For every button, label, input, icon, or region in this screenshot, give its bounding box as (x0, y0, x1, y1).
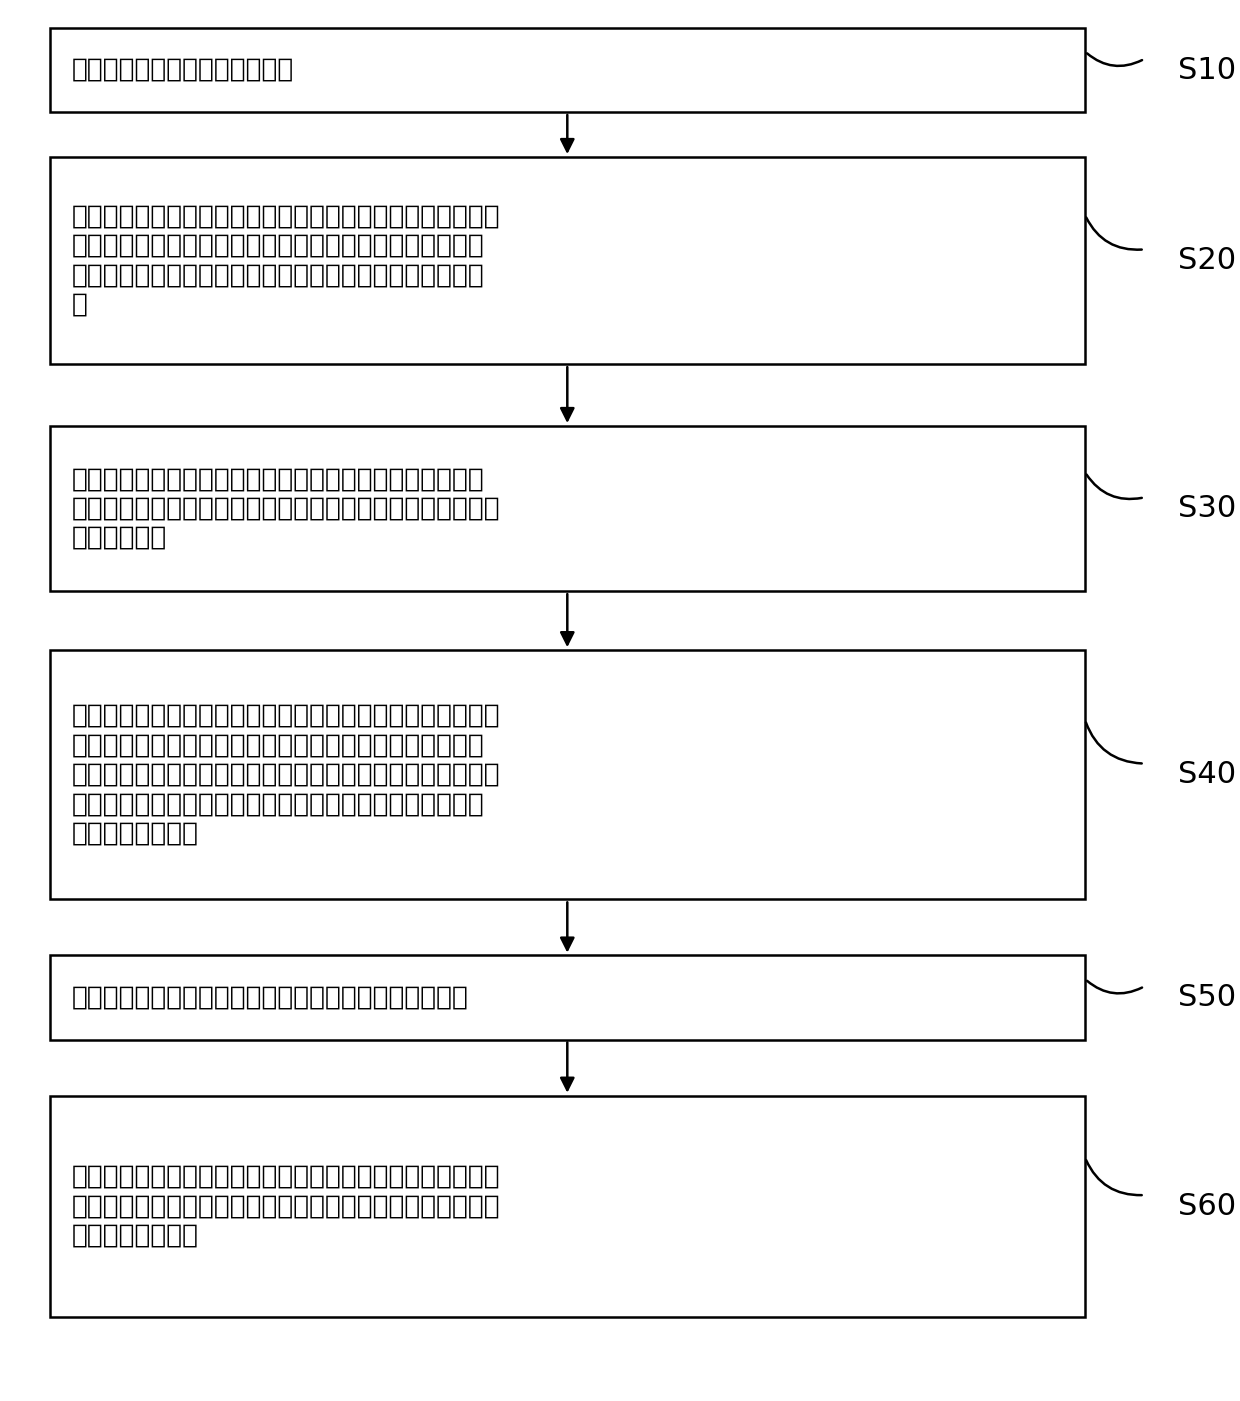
Text: S60: S60 (1178, 1192, 1236, 1220)
Text: 建立车载混合电源能量管理控制的目标函数，目标函数中包括: 建立车载混合电源能量管理控制的目标函数，目标函数中包括 (72, 203, 501, 230)
Text: 根据蓄电池输出电流分布的不规则性建立的第一目标函数及: 根据蓄电池输出电流分布的不规则性建立的第一目标函数及 (72, 233, 485, 259)
Text: 解，并将其最优解作为蓄电池输出的参考电流，完成车载混合: 解，并将其最优解作为蓄电池输出的参考电流，完成车载混合 (72, 1194, 501, 1219)
Text: 容量的最小值建立第三目标函数，并根据建立的第二目标函: 容量的最小值建立第三目标函数，并根据建立的第二目标函 (72, 733, 485, 758)
Bar (50, 1096, 1085, 1317)
Bar (50, 157, 1085, 364)
Text: S20: S20 (1178, 247, 1236, 275)
Text: 实时获取直流母线电流，基于凸性假设对拉格朗日函数进行求: 实时获取直流母线电流，基于凸性假设对拉格朗日函数进行求 (72, 1164, 501, 1189)
Text: 电源能量管理控制: 电源能量管理控制 (72, 1223, 198, 1248)
Text: 数、设定的超级电容器的电压约束条件、直流母线侧超级电容: 数、设定的超级电容器的电压约束条件、直流母线侧超级电容 (72, 762, 501, 787)
Bar (50, 650, 1085, 899)
Text: 数: 数 (72, 291, 88, 318)
Text: S30: S30 (1178, 495, 1236, 523)
Bar (50, 955, 1085, 1040)
Text: 电流约束条件，并根据超级电容器的电压约束条件最小化超级: 电流约束条件，并根据超级电容器的电压约束条件最小化超级 (72, 496, 501, 521)
Text: S50: S50 (1178, 984, 1236, 1012)
Text: 根据超级电容器在驱动周期内充放电能量建立的第二目标函: 根据超级电容器在驱动周期内充放电能量建立的第二目标函 (72, 262, 485, 289)
Text: S40: S40 (1178, 761, 1236, 789)
Bar (50, 28, 1085, 112)
Text: 根据建立的第三目标函数及其约束条件构造拉格朗日函数: 根据建立的第三目标函数及其约束条件构造拉格朗日函数 (72, 985, 469, 1010)
Text: 器的电流约束条件及电动汽车混合电源驱动系统得到第三目: 器的电流约束条件及电动汽车混合电源驱动系统得到第三目 (72, 792, 485, 817)
Text: 基于非线性规划理论，根据建立的第一目标函数和超级电容器: 基于非线性规划理论，根据建立的第一目标函数和超级电容器 (72, 703, 501, 729)
Text: 建立蓄电池和超级电容器的模型: 建立蓄电池和超级电容器的模型 (72, 57, 294, 83)
Text: 电容器的容量: 电容器的容量 (72, 525, 167, 551)
Text: 设定超级电容器的电压约束条件及直流母线侧超级电容器的: 设定超级电容器的电压约束条件及直流母线侧超级电容器的 (72, 467, 485, 492)
Text: 标函数的约束条件: 标函数的约束条件 (72, 821, 198, 846)
Text: S10: S10 (1178, 56, 1236, 84)
Bar (50, 426, 1085, 591)
